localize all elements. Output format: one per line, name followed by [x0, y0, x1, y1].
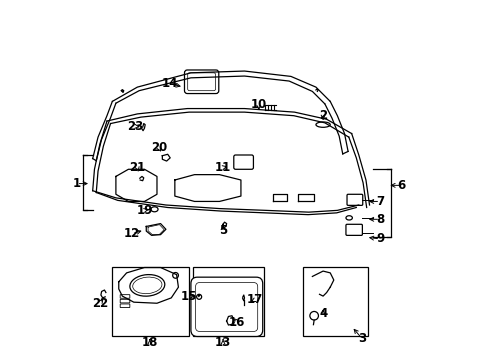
- FancyBboxPatch shape: [190, 277, 262, 337]
- Text: 23: 23: [127, 120, 143, 133]
- Text: 11: 11: [215, 161, 231, 174]
- FancyBboxPatch shape: [233, 155, 253, 169]
- Ellipse shape: [151, 207, 158, 212]
- Text: 4: 4: [318, 307, 326, 320]
- Text: 20: 20: [150, 141, 166, 154]
- Text: 14: 14: [161, 77, 177, 90]
- Text: 1: 1: [72, 177, 81, 190]
- Text: 16: 16: [229, 316, 245, 329]
- Text: 18: 18: [142, 336, 158, 349]
- Text: 3: 3: [358, 333, 366, 346]
- Text: 7: 7: [375, 195, 384, 208]
- Bar: [303, 267, 367, 337]
- FancyBboxPatch shape: [120, 295, 130, 298]
- FancyBboxPatch shape: [195, 283, 257, 332]
- Ellipse shape: [345, 216, 352, 220]
- Text: 17: 17: [246, 293, 263, 306]
- FancyBboxPatch shape: [120, 304, 130, 307]
- Bar: [112, 267, 189, 337]
- Text: 22: 22: [92, 297, 108, 310]
- Text: 12: 12: [123, 227, 140, 240]
- Text: 13: 13: [215, 336, 231, 349]
- Text: 19: 19: [136, 204, 152, 217]
- FancyBboxPatch shape: [120, 299, 130, 303]
- Text: 6: 6: [397, 179, 405, 192]
- FancyBboxPatch shape: [346, 194, 362, 205]
- FancyBboxPatch shape: [184, 70, 218, 94]
- Bar: [192, 267, 264, 337]
- Text: 15: 15: [181, 289, 197, 303]
- Text: 10: 10: [250, 99, 266, 112]
- Ellipse shape: [315, 122, 329, 127]
- Ellipse shape: [130, 275, 164, 296]
- FancyBboxPatch shape: [345, 224, 362, 235]
- Text: 5: 5: [219, 224, 227, 237]
- Text: 8: 8: [375, 213, 384, 226]
- Text: 9: 9: [375, 233, 384, 246]
- Ellipse shape: [132, 277, 162, 294]
- FancyBboxPatch shape: [187, 73, 215, 91]
- Text: 2: 2: [318, 109, 326, 122]
- Text: 21: 21: [129, 161, 145, 174]
